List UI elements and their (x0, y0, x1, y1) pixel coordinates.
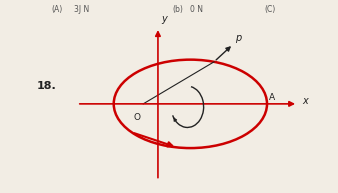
Text: O: O (134, 113, 141, 122)
Text: 18.: 18. (37, 81, 57, 91)
Text: 0 N: 0 N (190, 5, 203, 14)
Text: (C): (C) (264, 5, 275, 14)
Text: y: y (161, 14, 167, 24)
Text: (b): (b) (173, 5, 184, 14)
Text: x: x (303, 96, 308, 106)
Text: p: p (235, 33, 241, 43)
Text: (A): (A) (52, 5, 63, 14)
Text: A: A (268, 93, 274, 102)
Text: 3J N: 3J N (74, 5, 89, 14)
